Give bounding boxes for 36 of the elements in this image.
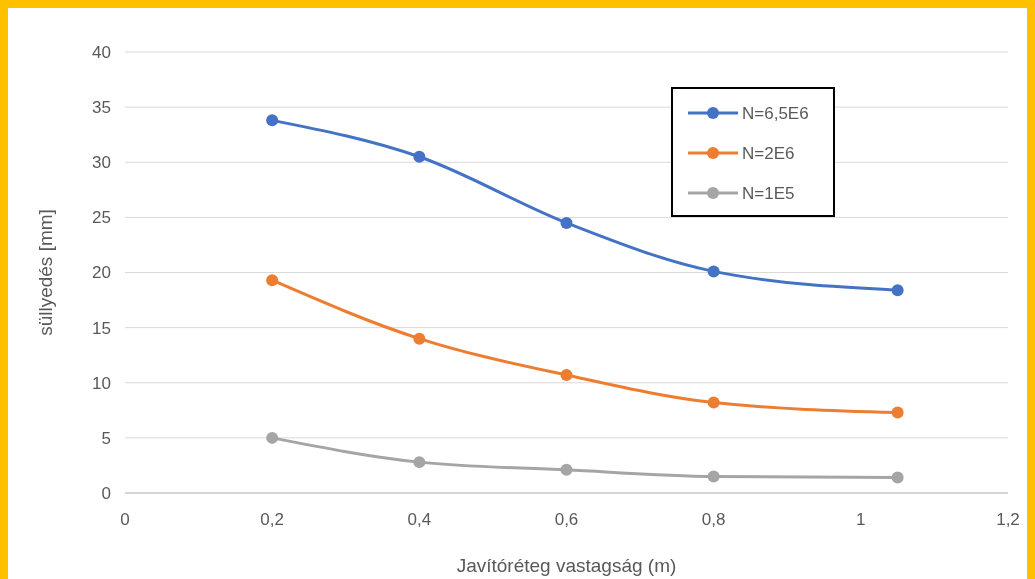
- point: [707, 396, 720, 409]
- y-tick-label: 35: [92, 98, 111, 118]
- x-tick-label: 0,2: [260, 510, 284, 529]
- point: [413, 456, 426, 469]
- x-tick-label: 1: [856, 510, 866, 529]
- point: [266, 274, 279, 287]
- x-tick-label: 0: [120, 510, 130, 529]
- point: [413, 150, 426, 163]
- y-tick-label: 20: [92, 263, 111, 283]
- point: [413, 332, 426, 345]
- y-tick-label: 0: [101, 483, 111, 503]
- point: [707, 470, 720, 483]
- point: [891, 284, 904, 297]
- legend-label: N=6,5E6: [742, 103, 809, 123]
- x-tick-label: 1,2: [996, 510, 1020, 529]
- legend-label: N=1E5: [742, 183, 795, 203]
- point: [266, 431, 279, 444]
- legend-label: N=2E6: [742, 143, 795, 163]
- point: [891, 471, 904, 484]
- point: [560, 463, 573, 476]
- x-tick-label: 0,4: [407, 510, 432, 529]
- y-tick-label: 10: [92, 373, 111, 393]
- y-axis-title: süllyedés [mm]: [35, 209, 56, 336]
- y-tick-label: 40: [92, 42, 111, 62]
- x-tick-label: 0,8: [701, 510, 726, 529]
- y-tick-label: 5: [101, 428, 111, 448]
- y-tick-label: 30: [92, 153, 111, 173]
- x-axis-title: Javítóréteg vastagság (m): [456, 555, 677, 576]
- point: [891, 406, 904, 419]
- point: [560, 369, 573, 382]
- point: [266, 114, 279, 127]
- x-tick-label: 0,6: [554, 510, 579, 529]
- y-tick-label: 15: [92, 318, 111, 338]
- point: [707, 265, 720, 278]
- y-tick-label: 25: [92, 208, 111, 228]
- point: [560, 216, 573, 229]
